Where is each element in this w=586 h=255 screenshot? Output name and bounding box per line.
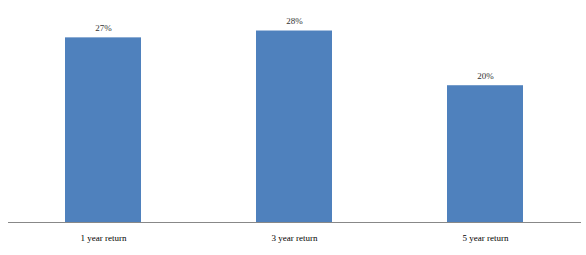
svg-text:28%: 28% xyxy=(286,16,303,26)
svg-text:3 year return: 3 year return xyxy=(272,233,318,243)
svg-text:27%: 27% xyxy=(95,23,112,33)
svg-text:5 year return: 5 year return xyxy=(463,233,509,243)
svg-text:20%: 20% xyxy=(477,71,494,81)
svg-text:1 year return: 1 year return xyxy=(81,233,127,243)
